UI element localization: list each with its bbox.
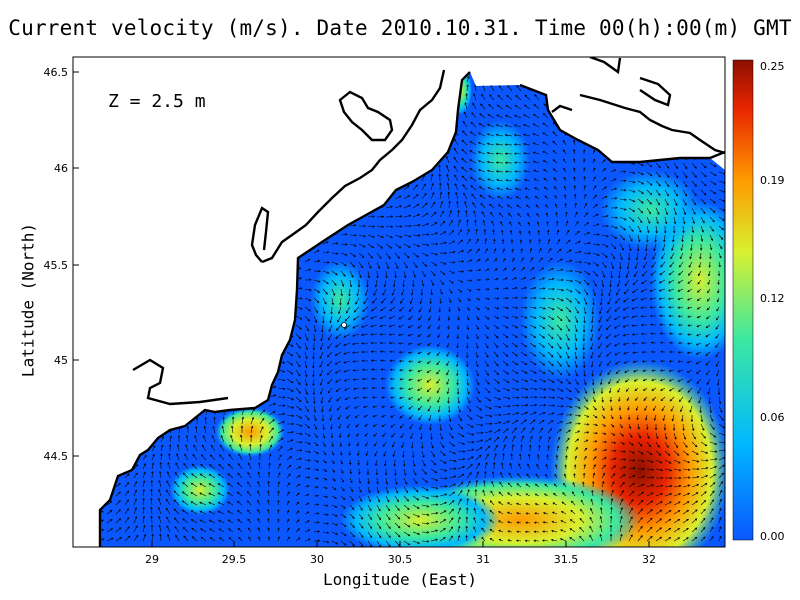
map-title: Current velocity (m/s). Date 2010.10.31.…: [8, 16, 792, 40]
colorbar-tick-label: 0.25: [760, 60, 785, 73]
x-tick-label: 31: [476, 553, 490, 566]
x-tick-label: 31.5: [554, 553, 579, 566]
colorbar-tick-label: 0.00: [760, 530, 785, 543]
colorbar-gradient: [732, 59, 754, 541]
colorbar-tick-label: 0.12: [760, 292, 785, 305]
colorbar-tick-label: 0.06: [760, 411, 785, 424]
x-tick-label: 29: [145, 553, 159, 566]
colorbar-tick-label: 0.19: [760, 174, 785, 187]
depth-label: Z = 2.5 m: [108, 91, 206, 112]
y-tick-label: 46: [54, 162, 68, 175]
plot-border: [72, 56, 726, 548]
coastline: [98, 57, 725, 547]
x-tick-label: 30: [310, 553, 324, 566]
y-tick-label: 45.5: [44, 259, 69, 272]
y-tick-label: 46.5: [44, 66, 69, 79]
y-tick-label: 44.5: [44, 450, 69, 463]
x-axis-label: Longitude (East): [322, 570, 478, 589]
y-tick-label: 45: [54, 354, 68, 367]
station-marker: [341, 322, 347, 328]
y-axis: 44.5 45 45.5 46 46.5: [44, 66, 79, 463]
x-tick-label: 29.5: [222, 553, 247, 566]
x-axis: 29 29.5 30 30.5 31 31.5 32: [145, 541, 656, 566]
x-tick-label: 32: [642, 553, 656, 566]
x-tick-label: 30.5: [388, 553, 413, 566]
colorbar: 0.00 0.06 0.12 0.19 0.25: [732, 59, 785, 543]
